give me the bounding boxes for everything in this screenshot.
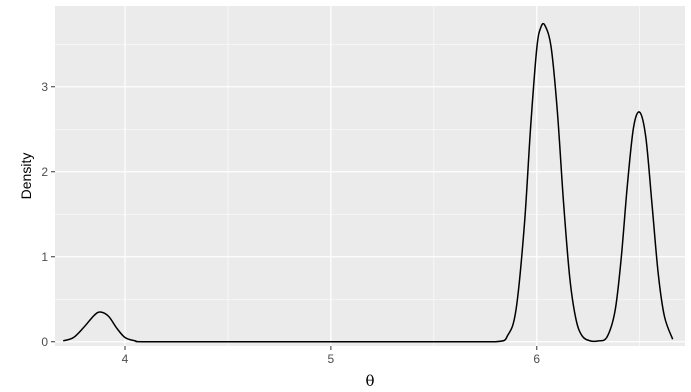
x-axis-title: θ bbox=[365, 372, 374, 390]
y-tick-label: 2 bbox=[41, 165, 48, 179]
plot-panel bbox=[55, 6, 685, 346]
minor-gridlines bbox=[55, 6, 685, 346]
x-tick-label: 5 bbox=[328, 352, 335, 366]
y-tick-label: 1 bbox=[41, 250, 48, 264]
density-curve bbox=[63, 22, 674, 343]
x-tick-label: 6 bbox=[533, 352, 540, 366]
x-axis: 4 5 6 bbox=[122, 346, 540, 366]
y-axis: 0 1 2 3 bbox=[41, 80, 55, 349]
y-tick-label: 3 bbox=[41, 80, 48, 94]
y-tick-label: 0 bbox=[41, 335, 48, 349]
y-axis-title: Density bbox=[18, 153, 34, 200]
x-tick-label: 4 bbox=[122, 352, 129, 366]
